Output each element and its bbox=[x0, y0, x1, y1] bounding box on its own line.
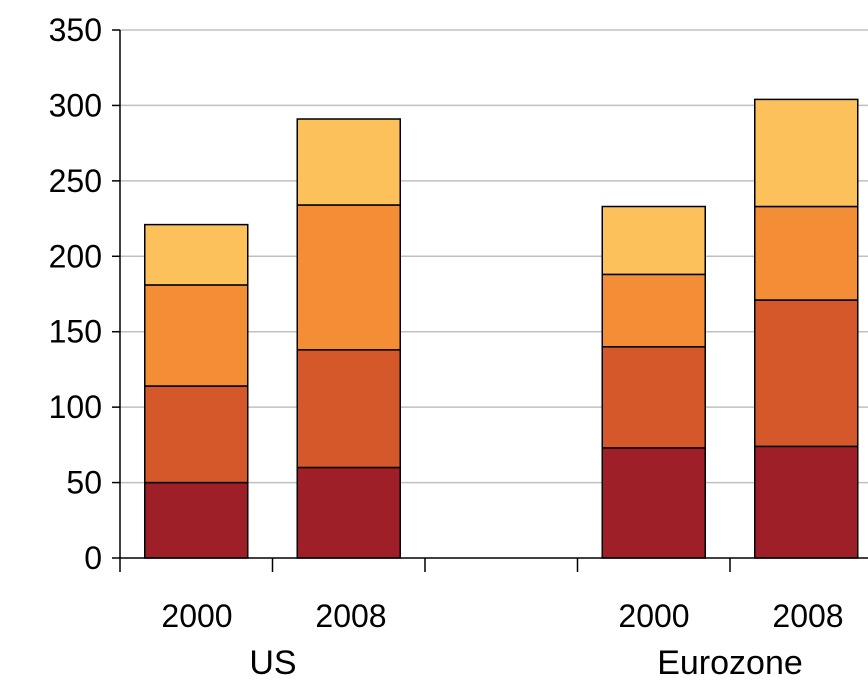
axes bbox=[119, 30, 868, 559]
y-tick-label-200: 200 bbox=[49, 238, 102, 274]
bar-segment-0-1 bbox=[144, 385, 249, 484]
bar-segment-3-0 bbox=[754, 445, 859, 559]
bar-segment-0-0 bbox=[144, 481, 249, 559]
group-label-eurozone: Eurozone bbox=[657, 644, 803, 680]
bar-segment-2-0 bbox=[601, 447, 706, 559]
bar-segment-2-2 bbox=[601, 273, 706, 348]
bar-segment-1-3 bbox=[296, 118, 401, 206]
x-axis-ticks bbox=[119, 558, 731, 572]
group-label-us: US bbox=[249, 644, 296, 680]
bars bbox=[144, 98, 859, 559]
bar-segment-1-1 bbox=[296, 349, 401, 469]
x-tick-label-us-2008: 2008 bbox=[315, 598, 386, 634]
y-tick-label-150: 150 bbox=[49, 314, 102, 350]
bar-segment-2-3 bbox=[601, 205, 706, 276]
y-tick-label-0: 0 bbox=[84, 540, 102, 576]
bar-segment-3-2 bbox=[754, 205, 859, 301]
bar-segment-0-3 bbox=[144, 223, 249, 286]
y-tick-label-350: 350 bbox=[49, 12, 102, 48]
y-tick-label-250: 250 bbox=[49, 163, 102, 199]
y-axis-ticks: 0 50 100 150 200 250 300 350 bbox=[49, 12, 120, 576]
x-tick-label-eurozone-2008: 2008 bbox=[772, 598, 843, 634]
bar-segment-3-3 bbox=[754, 98, 859, 208]
y-tick-label-100: 100 bbox=[49, 389, 102, 425]
x-tick-label-eurozone-2000: 2000 bbox=[618, 598, 689, 634]
bar-segment-1-0 bbox=[296, 466, 401, 559]
bar-segment-0-2 bbox=[144, 284, 249, 387]
y-tick-label-50: 50 bbox=[66, 465, 102, 501]
bar-segment-3-1 bbox=[754, 299, 859, 448]
y-tick-label-300: 300 bbox=[49, 87, 102, 123]
bar-segment-1-2 bbox=[296, 204, 401, 351]
bar-segment-2-1 bbox=[601, 346, 706, 449]
x-tick-label-us-2000: 2000 bbox=[161, 598, 232, 634]
